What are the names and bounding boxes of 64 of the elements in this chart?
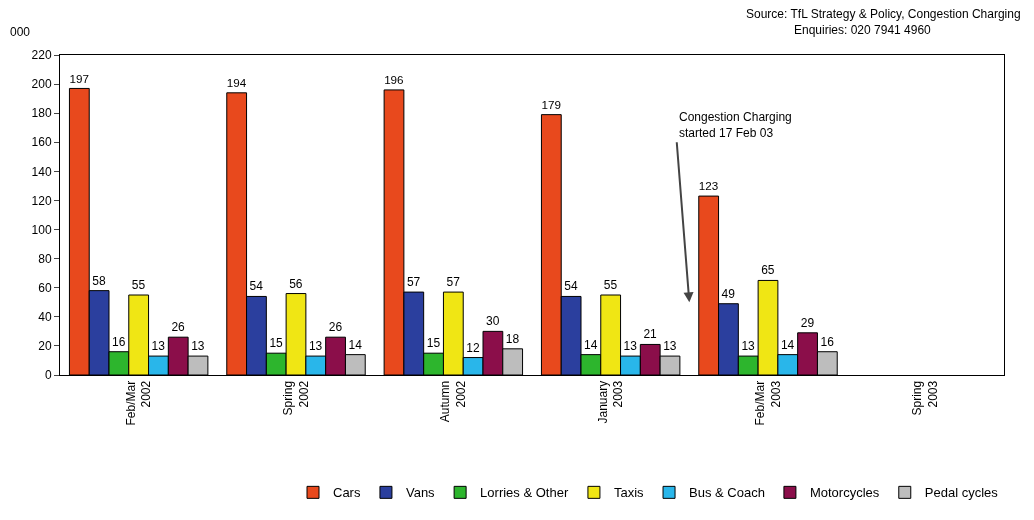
data-label: 26 [328, 320, 343, 335]
y-tick-label: 160 [31, 135, 52, 150]
data-label: 196 [384, 72, 404, 86]
legend-label: Pedal cycles [924, 485, 999, 501]
data-label: 56 [289, 276, 303, 291]
data-label: 13 [741, 339, 756, 354]
legend-label: Vans [405, 485, 436, 501]
data-label: 194 [226, 75, 247, 89]
data-label: 29 [800, 315, 815, 330]
data-label: 16 [820, 334, 835, 349]
data-label: 26 [171, 320, 186, 335]
x-tick-label: Spring 2003 [910, 380, 941, 416]
data-label: 123 [698, 179, 719, 193]
data-label: 58 [92, 273, 106, 288]
data-label: 49 [721, 286, 736, 301]
data-label: 54 [564, 279, 578, 294]
legend-label: Taxis [613, 485, 645, 501]
data-label: 21 [643, 327, 658, 342]
data-label: 57 [406, 275, 421, 290]
text: Enquiries: 020 7941 4960 [794, 23, 932, 37]
x-tick-label: Feb/Mar 2003 [753, 380, 783, 426]
data-label: 57 [446, 275, 461, 290]
x-tick-label: January 2003 [595, 380, 626, 424]
x-tick-label: Spring 2002 [281, 380, 311, 416]
x-tick-label: Autumn 2002 [438, 380, 469, 423]
data-label: 54 [249, 279, 264, 294]
x-tick-label: Feb/Mar 2002 [123, 380, 154, 426]
data-label: 197 [69, 71, 89, 85]
data-label: 14 [780, 337, 795, 352]
data-label: 14 [348, 337, 363, 352]
data-label: 13 [308, 339, 323, 354]
y-tick-label: 200 [31, 77, 52, 92]
data-label: 30 [486, 314, 500, 329]
data-label: 16 [112, 334, 126, 349]
y-tick-label: 0 [44, 368, 52, 383]
data-label: 18 [505, 331, 520, 346]
data-label: 13 [663, 339, 677, 354]
y-tick-label: 100 [31, 222, 52, 237]
y-tick-label: 80 [38, 251, 52, 266]
y-tick-label: 180 [31, 106, 52, 121]
data-label: 55 [603, 278, 618, 292]
source-note: Source: TfL Strategy & Policy, Congestion Charging [746, 7, 1021, 21]
y-tick-label: 40 [38, 310, 52, 325]
legend-label: Lorries & Other [480, 485, 569, 501]
data-label: 13 [623, 339, 638, 354]
y-tick-label: 60 [38, 280, 52, 295]
data-label: 13 [151, 339, 166, 354]
data-label: 14 [584, 337, 598, 352]
data-label: 179 [541, 97, 561, 111]
data-label: 65 [761, 263, 775, 278]
y-tick-label: 20 [38, 339, 52, 354]
data-label: 55 [131, 278, 146, 292]
legend-label: Bus & Coach [689, 485, 765, 501]
y-tick-label: 120 [31, 193, 52, 208]
data-label: 15 [269, 336, 284, 351]
data-label: 15 [426, 336, 441, 351]
y-axis-title: 000 [10, 25, 31, 39]
data-label: 13 [191, 339, 205, 354]
annotation: Congestion Charging started 17 Feb 03 [679, 110, 792, 140]
data-label: 12 [466, 340, 480, 355]
legend-label: Cars [333, 485, 361, 501]
legend-label: Motorcycles [809, 485, 880, 501]
y-tick-label: 220 [31, 48, 52, 63]
y-tick-label: 140 [31, 164, 52, 179]
